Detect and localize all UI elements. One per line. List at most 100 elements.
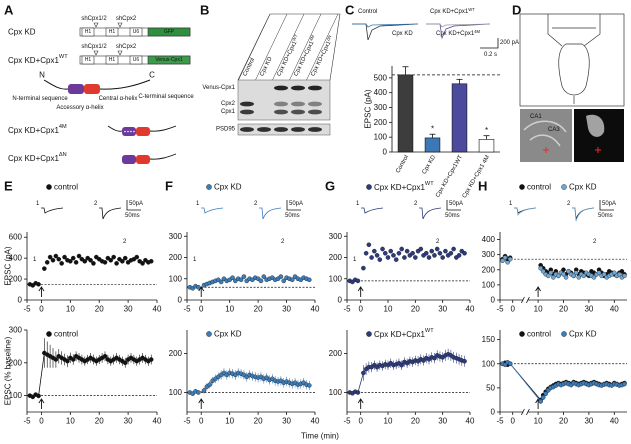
- y-tick-label: 300: [329, 232, 343, 241]
- data-point: [573, 270, 579, 276]
- data-point: [440, 255, 445, 260]
- data-point: [538, 399, 543, 404]
- panel-label: C: [345, 3, 355, 18]
- y-tick-label: 100: [169, 388, 183, 397]
- scale-bar: [480, 38, 499, 49]
- x-tick-label: -5: [343, 417, 351, 426]
- lane-divider: [289, 13, 322, 81]
- x-tick-label: 30: [438, 305, 447, 314]
- construct-label-sup: 4M: [59, 124, 67, 130]
- data-point: [53, 357, 59, 362]
- trace-label: 1: [196, 201, 200, 207]
- region-label: CA3: [548, 127, 560, 133]
- y-tick-label: 300: [9, 326, 23, 335]
- x-tick-label: 0: [510, 305, 515, 314]
- point-label: 1: [33, 257, 37, 263]
- band: [291, 127, 305, 132]
- legend-label-sup: WT: [425, 328, 434, 334]
- trace: [259, 207, 282, 220]
- data-point: [561, 272, 566, 277]
- x-tick-label: -5: [23, 305, 31, 314]
- data-point: [413, 255, 418, 260]
- data-point: [36, 282, 41, 287]
- scale-label: 50ms: [445, 213, 460, 219]
- y-tick-label: 50: [486, 383, 495, 392]
- data-point: [391, 253, 396, 258]
- band: [291, 101, 305, 107]
- induction-arrow: [38, 398, 45, 409]
- central-helix: [136, 155, 150, 164]
- y-tick-label: 400: [482, 235, 496, 244]
- x-tick-label: 30: [282, 305, 291, 314]
- trace: [426, 23, 491, 28]
- y-tick-label: 300: [169, 232, 183, 241]
- trace: [201, 207, 224, 214]
- y-tick-label: 0: [383, 148, 388, 157]
- data-point: [591, 275, 597, 280]
- y-tick-label: 500: [374, 73, 388, 82]
- x-tick-label: 0: [199, 305, 204, 314]
- scale-label: 50pA: [602, 201, 616, 207]
- data-point: [404, 248, 410, 254]
- data-point: [622, 381, 627, 387]
- data-point: [571, 273, 576, 279]
- data-point: [399, 246, 404, 252]
- y-tick-label: 300: [374, 103, 388, 112]
- data-point: [238, 277, 244, 283]
- data-point: [258, 278, 264, 284]
- data-point: [241, 274, 247, 279]
- scale-label: 50ms: [285, 213, 300, 219]
- x-tick-label: 40: [466, 417, 475, 426]
- promoter: [129, 55, 143, 65]
- construct-label: Cpx KD: [8, 28, 36, 37]
- data-point: [434, 246, 440, 252]
- x-tick-label: 0: [39, 305, 44, 314]
- axis-break: [523, 296, 528, 304]
- trace: [514, 207, 537, 217]
- y-tick-label: 200: [482, 265, 496, 274]
- lane-label: Cpx KD: [259, 56, 274, 78]
- domain-label: N-terminal sequence: [12, 96, 68, 102]
- legend-marker: [206, 331, 212, 337]
- data-point: [122, 255, 128, 261]
- data-point: [355, 278, 361, 284]
- point-label: 1: [353, 257, 357, 263]
- scale-label: 50pA: [289, 201, 303, 207]
- data-point: [380, 246, 385, 252]
- y-tick-label: 150: [482, 335, 496, 344]
- point-label: 1: [506, 257, 510, 263]
- data-point: [500, 258, 505, 264]
- legend-label-sup: WT: [425, 181, 434, 187]
- data-point: [566, 268, 571, 274]
- data-point: [88, 257, 93, 263]
- legend-label: Cpx KD: [569, 183, 597, 192]
- data-point: [596, 270, 602, 276]
- data-point: [538, 265, 543, 271]
- x-axis-title: Time (min): [301, 432, 339, 441]
- data-point: [134, 254, 140, 260]
- trace: [572, 207, 595, 222]
- recording-site: [595, 147, 601, 153]
- band: [308, 101, 322, 107]
- panel-label: G: [325, 179, 335, 194]
- y-axis-title: EPSC (pA): [4, 246, 13, 285]
- construct-label-base: Cpx KD+Cpx1: [8, 126, 59, 135]
- legend-label: Cpx KD+Cpx1WT: [374, 181, 434, 192]
- data-point: [382, 250, 388, 256]
- protein-backbone: [43, 79, 151, 90]
- data-point: [432, 355, 437, 361]
- x-tick-label: 20: [411, 417, 420, 426]
- hairpin: [93, 22, 99, 28]
- data-point: [399, 362, 404, 368]
- trace-label: 2: [254, 201, 258, 207]
- data-point: [56, 256, 62, 262]
- lane-label-sup: ΔN: [325, 34, 332, 41]
- data-point: [230, 275, 235, 280]
- legend-label: Cpx KD: [214, 330, 242, 339]
- hairpin: [93, 50, 99, 56]
- x-tick-label: -5: [183, 417, 191, 426]
- legend-label-base: Cpx KD+Cpx1: [374, 183, 425, 192]
- data-point: [429, 248, 435, 254]
- scale-label: 50ms: [125, 213, 140, 219]
